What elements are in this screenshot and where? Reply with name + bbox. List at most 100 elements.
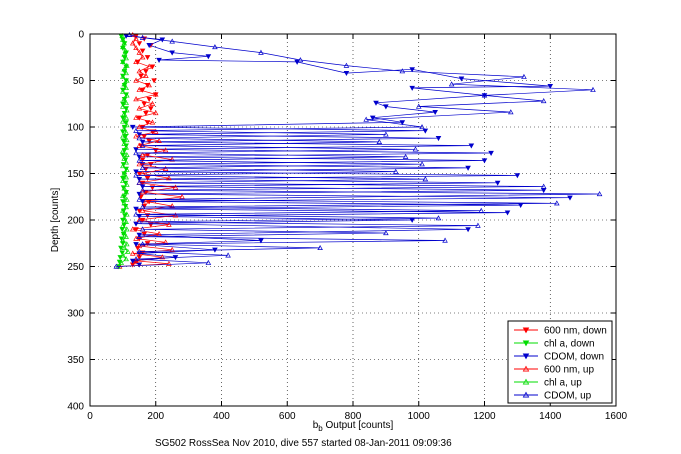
data-point	[120, 118, 126, 124]
data-point	[383, 104, 389, 110]
data-point	[133, 77, 139, 83]
data-point	[376, 138, 383, 144]
legend-label: chl a, up	[544, 378, 582, 389]
data-point	[123, 204, 129, 210]
data-point	[422, 128, 429, 134]
data-point	[136, 262, 143, 268]
data-point	[121, 40, 127, 46]
data-point	[123, 70, 129, 76]
data-point	[504, 210, 511, 216]
data-point	[120, 148, 126, 154]
data-point	[409, 85, 415, 91]
data-point	[119, 250, 126, 256]
data-point	[136, 161, 143, 167]
data-point	[139, 34, 146, 40]
data-point	[136, 105, 143, 111]
data-point	[169, 246, 175, 252]
data-point	[139, 157, 146, 163]
data-point	[123, 233, 129, 239]
data-point	[146, 43, 152, 49]
data-point	[139, 204, 146, 210]
data-point	[169, 156, 175, 162]
data-point	[146, 96, 152, 103]
data-point	[399, 120, 406, 126]
data-point	[317, 244, 323, 251]
data-point	[136, 124, 143, 130]
data-point	[125, 248, 131, 254]
data-point	[133, 45, 139, 51]
data-point	[156, 57, 162, 63]
data-point	[363, 116, 369, 122]
data-point	[152, 91, 159, 97]
data-point	[392, 168, 399, 174]
x-tick-label: 0	[87, 411, 93, 422]
data-point	[133, 172, 139, 178]
data-point	[124, 196, 130, 202]
legend-label: CDOM, down	[544, 352, 604, 363]
data-point	[120, 222, 126, 228]
data-point	[136, 49, 143, 55]
data-point	[458, 76, 465, 82]
data-point	[143, 110, 149, 116]
data-point	[133, 242, 139, 248]
data-point	[169, 50, 175, 56]
data-point	[156, 231, 162, 237]
legend-label: chl a, down	[544, 339, 595, 350]
data-point	[415, 103, 422, 109]
data-point	[124, 211, 130, 217]
data-point	[139, 139, 146, 145]
data-point	[129, 226, 136, 232]
data-point	[383, 230, 389, 236]
data-point	[547, 83, 554, 90]
data-point	[179, 193, 185, 199]
data-point	[136, 86, 143, 92]
data-point	[258, 238, 264, 244]
data-point	[123, 144, 129, 150]
legend-item: 600 nm, down	[514, 326, 607, 337]
data-point	[124, 122, 130, 128]
data-point	[139, 187, 146, 193]
data-point	[123, 256, 129, 262]
data-point	[120, 36, 126, 42]
data-point	[412, 146, 419, 152]
data-point	[162, 165, 169, 171]
data-point	[149, 64, 156, 70]
data-point	[121, 51, 127, 57]
data-point	[123, 99, 129, 105]
data-point	[133, 58, 139, 65]
data-point	[118, 259, 125, 265]
data-point	[121, 140, 127, 146]
data-point	[481, 92, 488, 98]
data-point	[120, 237, 126, 243]
data-point	[129, 124, 136, 130]
x-tick-label: 600	[279, 411, 296, 422]
data-point	[133, 211, 139, 217]
series-5	[113, 32, 603, 269]
data-point	[508, 109, 514, 115]
legend-label: CDOM, up	[544, 391, 592, 402]
data-point	[124, 226, 130, 232]
x-tick-label: 400	[213, 411, 230, 422]
data-point	[139, 241, 146, 247]
legend-item: chl a, down	[514, 339, 595, 350]
data-point	[121, 170, 127, 176]
data-point	[521, 73, 527, 79]
data-point	[124, 77, 130, 83]
data-point	[124, 181, 130, 187]
data-point	[554, 200, 560, 206]
data-point	[136, 176, 143, 183]
data-point	[136, 41, 143, 47]
data-point	[136, 233, 143, 239]
data-point	[139, 184, 146, 190]
data-point	[143, 69, 149, 75]
data-point	[146, 82, 152, 88]
data-point	[139, 207, 146, 213]
legend-item: CDOM, up	[514, 391, 592, 402]
x-tick-label: 200	[147, 411, 164, 422]
data-point	[129, 32, 136, 38]
data-point	[123, 218, 129, 224]
data-point	[141, 231, 148, 237]
data-point	[225, 252, 231, 258]
data-point	[120, 103, 126, 109]
data-point	[148, 106, 154, 112]
